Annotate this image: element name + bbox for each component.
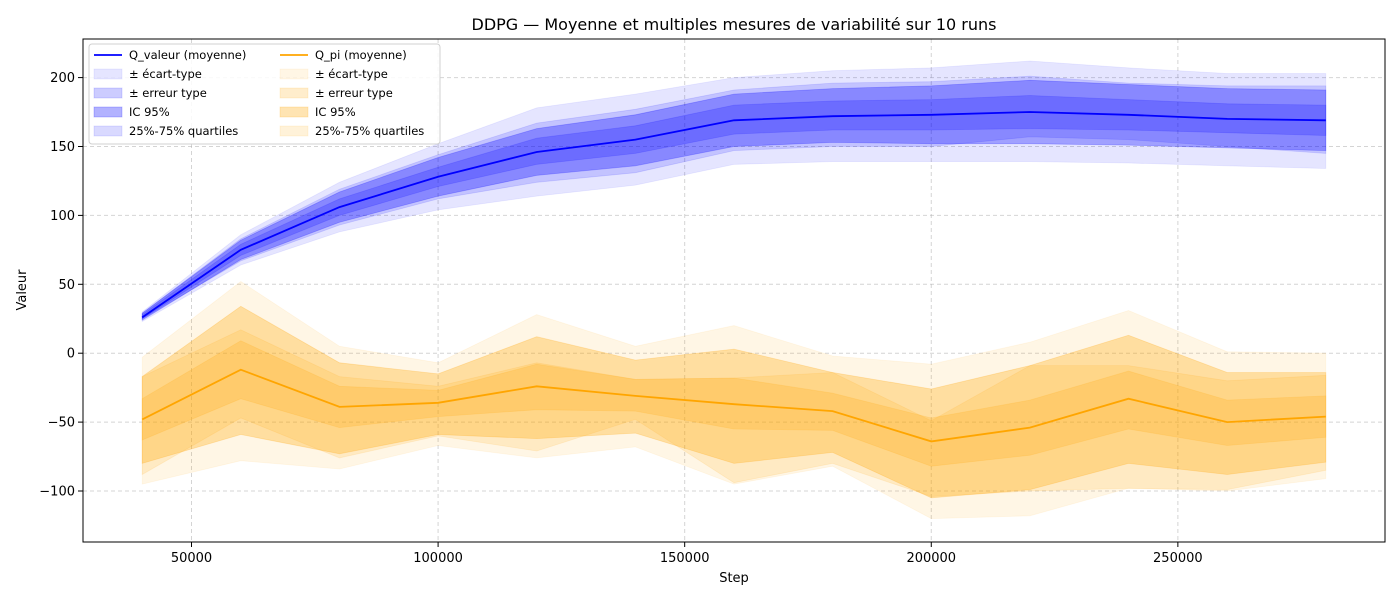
q-pi-legend-swatch-1 (279, 87, 309, 99)
q-valeur-band-2 (141, 79, 1327, 321)
y-tick-label: 50 (58, 278, 75, 293)
q-pi-band-2 (141, 305, 1327, 499)
q-pi-legend-band-label: ± écart-type (315, 67, 388, 81)
q-valeur-legend-swatch-2 (93, 106, 123, 118)
q-valeur-legend-band-label: IC 95% (129, 105, 170, 119)
q-valeur-band-3 (141, 75, 1327, 320)
plot-frame (82, 38, 1386, 543)
x-tick-label: 150000 (660, 551, 710, 566)
q-pi-legend-swatch-0 (279, 68, 309, 80)
q-valeur-mean-line (141, 111, 1326, 319)
x-tick-label: 100000 (413, 551, 463, 566)
y-tick-label: −50 (48, 416, 75, 431)
q-pi-legend-band-label: ± erreur type (315, 86, 393, 100)
q-pi-mean-line (141, 368, 1326, 443)
tick-layer: 50000 100000 150000 200000 250000 −100 −50 0 50 1… (39, 71, 1202, 566)
q-valeur-legend-swatch-3 (93, 125, 123, 137)
q-pi-legend-swatch-2 (279, 106, 309, 118)
y-axis-label: Valeur (15, 269, 30, 311)
chart-title: DDPG — Moyenne et multiples mesures de v… (472, 15, 997, 34)
legend-box (88, 43, 441, 145)
q-valeur-legend-band-label: ± écart-type (129, 67, 202, 81)
y-tick-label: 100 (50, 209, 75, 224)
x-tick-label: 250000 (1153, 551, 1203, 566)
q-pi-band-3 (141, 329, 1327, 497)
q-valeur-legend-swatch-0 (93, 68, 123, 80)
q-valeur-legend-band-label: ± erreur type (129, 86, 207, 100)
x-tick-label: 50000 (171, 551, 212, 566)
x-axis-label: Step (719, 571, 749, 586)
y-tick-label: 200 (50, 71, 75, 86)
q-pi-band-0 (141, 281, 1327, 520)
q-pi-legend-band-label: IC 95% (315, 105, 356, 119)
x-tick-label: 200000 (906, 551, 956, 566)
line-layer (141, 111, 1326, 443)
q-pi-legend-band-label: 25%-75% quartiles (315, 124, 424, 138)
q-valeur-band-0 (141, 60, 1327, 323)
q-pi-legend-swatch-3 (279, 125, 309, 137)
q-valeur-legend-band-label: 25%-75% quartiles (129, 124, 238, 138)
legend: Q_valeur (moyenne) ± écart-type ± erreur t… (88, 43, 441, 145)
q-valeur-legend-label: Q_valeur (moyenne) (129, 48, 246, 62)
q-pi-legend-label: Q_pi (moyenne) (315, 48, 407, 62)
y-tick-label: 0 (67, 347, 75, 362)
y-tick-label: 150 (50, 140, 75, 155)
q-valeur-legend-swatch-1 (93, 87, 123, 99)
y-tick-label: −100 (39, 485, 75, 500)
